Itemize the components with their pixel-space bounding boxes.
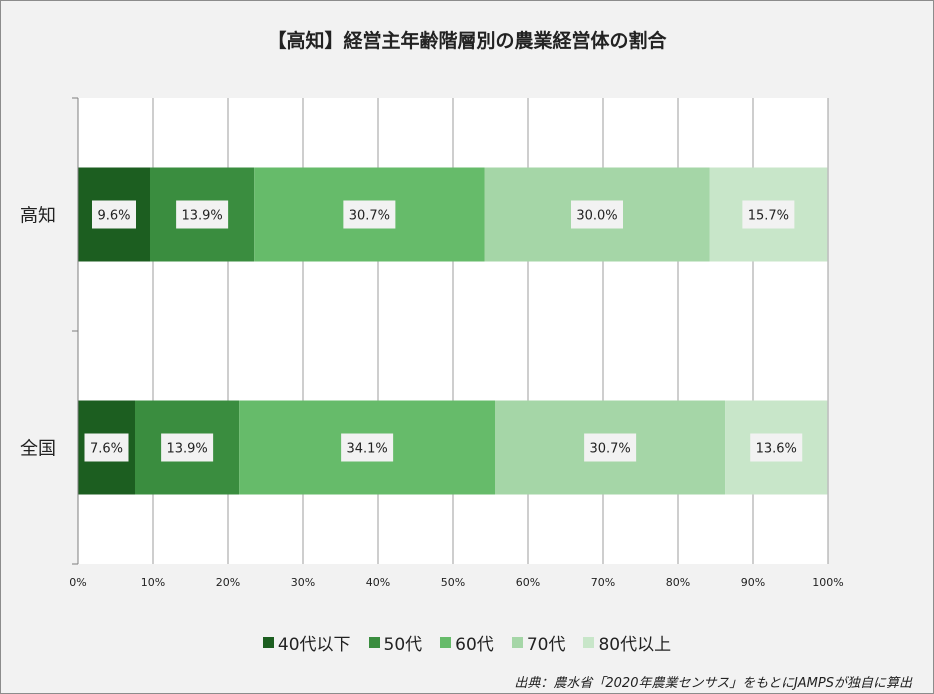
data-label-background: [341, 433, 394, 462]
legend-label: 70代: [526, 635, 566, 655]
legend-item: 60代: [440, 630, 494, 655]
chart-title: 【高知】経営主年齢階層別の農業経営体の割合: [267, 30, 667, 52]
data-label-background: [84, 433, 129, 462]
data-label-background: [343, 200, 396, 229]
data-label: 13.9%: [181, 209, 222, 224]
legend-swatch: [440, 637, 452, 648]
data-label: 34.1%: [346, 442, 387, 457]
x-tick-label: 90%: [741, 576, 765, 589]
data-label-background: [176, 200, 229, 229]
legend-item: 50代: [368, 630, 423, 655]
legend-item: 70代: [511, 630, 566, 655]
legend-label: 60代: [455, 635, 494, 655]
legend-item: 40代以下: [262, 630, 351, 655]
axes: [72, 97, 79, 565]
legend-label: 40代以下: [277, 635, 351, 655]
data-label: 30.7%: [349, 209, 390, 224]
data-label: 13.9%: [166, 442, 207, 457]
x-tick-labels: 0% 10% 20% 30% 40% 50% 60% 70% 80% 90% 100%: [69, 576, 843, 589]
x-tick-label: 30%: [291, 576, 315, 589]
x-tick-label: 10%: [141, 576, 165, 589]
data-label: 9.6%: [97, 209, 130, 224]
data-label-background: [161, 433, 214, 462]
legend-swatch: [583, 637, 595, 648]
legend-label: 80代以上: [598, 635, 672, 655]
x-tick-label: 20%: [216, 576, 240, 589]
x-tick-label: 70%: [591, 576, 615, 589]
category-label: 高知: [20, 206, 56, 227]
legend-label: 50代: [383, 635, 423, 655]
data-label: 7.6%: [90, 442, 123, 457]
x-tick-label: 60%: [516, 576, 540, 589]
source-note: 出典：農水省「2020年農業センサス」をもとにJAMPSが独自に算出: [514, 676, 912, 691]
data-label-background: [584, 433, 637, 462]
legend-swatch: [368, 637, 380, 648]
legend-swatch: [262, 637, 274, 648]
x-tick-label: 40%: [366, 576, 390, 589]
x-tick-label: 100%: [812, 576, 843, 589]
data-label: 30.7%: [589, 442, 630, 457]
bar-segments: 9.6% 13.9% 30.7% 30.0% 15.7% 7.6% 13.9% 34.1% 30…: [78, 167, 828, 495]
data-label: 13.6%: [756, 442, 797, 457]
x-tick-label: 50%: [441, 576, 465, 589]
data-label: 15.7%: [748, 209, 789, 224]
category-label: 全国: [20, 439, 56, 460]
data-label-background: [750, 433, 803, 462]
data-label-background: [92, 200, 136, 229]
legend-item: 80代以上: [583, 630, 671, 655]
data-label: 30.0%: [576, 209, 617, 224]
data-label-background: [571, 200, 623, 229]
x-tick-label: 0%: [69, 576, 86, 589]
legend-swatch: [511, 637, 523, 648]
x-tick-label: 80%: [666, 576, 690, 589]
legend: 40代以下 50代 60代 70代 80代以上: [0, 630, 934, 655]
data-label-background: [742, 200, 795, 229]
